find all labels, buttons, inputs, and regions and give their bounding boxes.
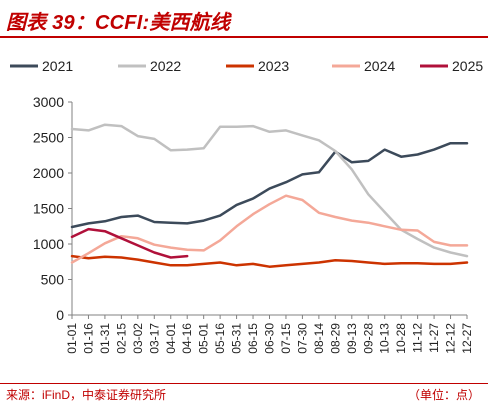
x-tick-label-12-27: 12-27 [460, 323, 474, 354]
x-tick-label-09-28: 09-28 [361, 323, 375, 354]
x-tick-label-12-12: 12-12 [444, 323, 458, 354]
legend-label-2022: 2022 [150, 58, 181, 74]
x-tick-label-06-30: 06-30 [263, 323, 277, 354]
title-rule [0, 36, 488, 38]
y-tick-label-3000: 3000 [33, 94, 64, 110]
y-tick-label-500: 500 [41, 272, 65, 288]
x-tick-label-11-12: 11-12 [411, 323, 425, 353]
y-tick-label-2500: 2500 [33, 130, 64, 146]
x-tick-label-02-15: 02-15 [114, 323, 128, 354]
x-tick-label-04-01: 04-01 [164, 323, 178, 354]
legend-label-2023: 2023 [258, 58, 289, 74]
x-tick-label-03-17: 03-17 [147, 323, 161, 354]
source-rule [0, 383, 488, 384]
x-tick-label-10-13: 10-13 [378, 323, 392, 354]
unit-note: （单位：点） [407, 388, 480, 402]
legend-label-2025: 2025 [452, 58, 483, 74]
x-tick-label-07-15: 07-15 [279, 323, 293, 354]
x-tick-label-11-27: 11-27 [427, 323, 441, 353]
y-tick-label-1000: 1000 [33, 236, 64, 252]
x-tick-label-03-02: 03-02 [131, 323, 145, 354]
x-tick-label-07-30: 07-30 [295, 323, 309, 354]
series-line-2021 [70, 141, 469, 229]
x-tick-label-06-15: 06-15 [246, 323, 260, 354]
x-tick-label-08-14: 08-14 [312, 323, 326, 354]
source-note: 来源：iFinD，中泰证券研究所 [6, 388, 167, 402]
y-tick-label-0: 0 [56, 307, 64, 323]
x-tick-label-01-16: 01-16 [81, 323, 95, 354]
x-tick-label-08-29: 08-29 [328, 323, 342, 354]
series-line-2025 [70, 227, 189, 259]
x-tick-label-05-16: 05-16 [213, 323, 227, 354]
x-tick-label-09-13: 09-13 [345, 323, 359, 354]
x-tick-label-05-01: 05-01 [197, 323, 211, 354]
x-tick-label-01-31: 01-31 [98, 323, 112, 354]
x-tick-label-04-16: 04-16 [180, 323, 194, 354]
series-line-2023 [70, 254, 469, 268]
y-tick-label-1500: 1500 [33, 201, 64, 217]
x-tick-label-10-28: 10-28 [394, 323, 408, 354]
figure-title: 图表 39：CCFI:美西航线 [6, 12, 231, 34]
legend-label-2021: 2021 [42, 58, 73, 74]
x-tick-label-05-31: 05-31 [230, 323, 244, 354]
x-tick-label-01-01: 01-01 [65, 323, 79, 354]
series-line-2024 [70, 194, 469, 264]
y-tick-label-2000: 2000 [33, 165, 64, 181]
legend-label-2024: 2024 [364, 58, 395, 74]
